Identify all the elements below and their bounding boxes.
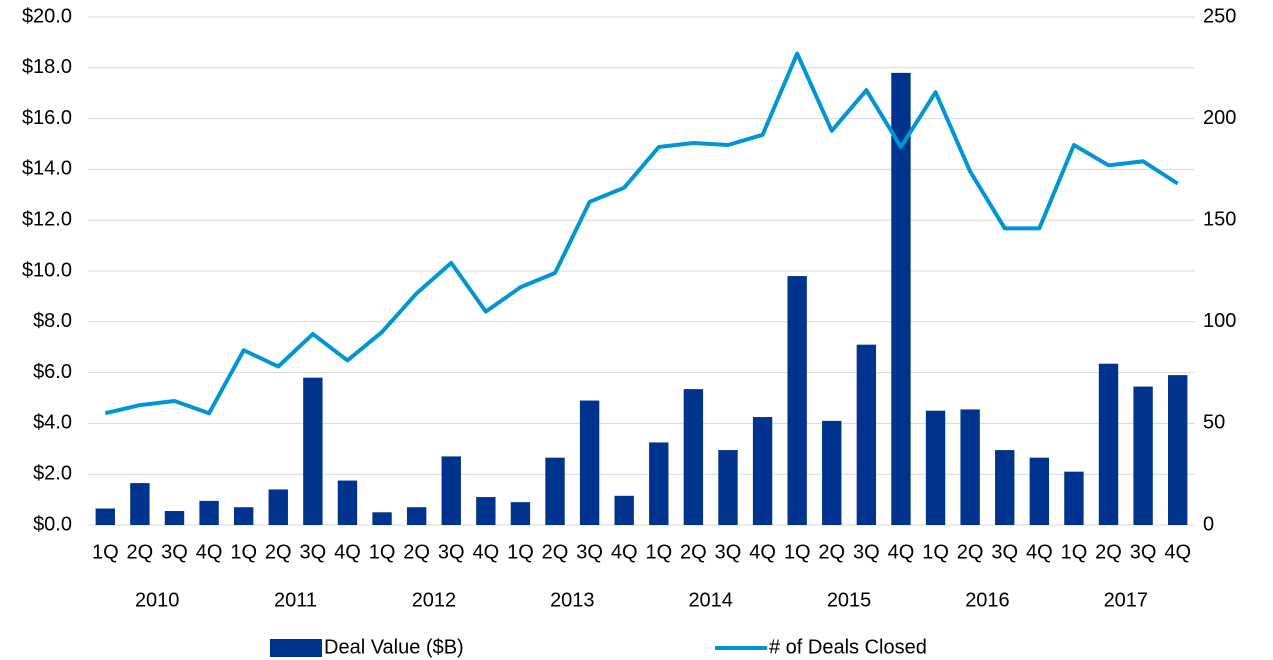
x-tick-label: 1Q xyxy=(369,541,396,563)
year-label: 2017 xyxy=(1104,589,1149,611)
bar xyxy=(406,507,427,525)
bar xyxy=(130,483,150,525)
legend-label: Deal Value ($B) xyxy=(324,636,464,658)
bar xyxy=(995,450,1015,525)
x-tick-label: 3Q xyxy=(576,541,603,563)
y-tick-label: $14.0 xyxy=(22,158,72,180)
x-tick-label: 1Q xyxy=(507,541,534,563)
x-tick-label: 2Q xyxy=(403,541,430,563)
x-tick-label: 1Q xyxy=(645,541,672,563)
x-tick-label: 2Q xyxy=(957,541,984,563)
bar xyxy=(1064,471,1084,525)
y2-tick-label: 150 xyxy=(1203,208,1236,230)
bar xyxy=(233,507,254,525)
x-tick-label: 3Q xyxy=(715,541,742,563)
bar xyxy=(1029,457,1050,525)
bar xyxy=(1133,386,1153,525)
y-tick-label: $16.0 xyxy=(22,107,72,129)
y2-tick-label: 200 xyxy=(1203,107,1236,129)
bar xyxy=(545,457,565,525)
bar xyxy=(510,502,531,525)
year-label: 2011 xyxy=(274,589,317,611)
y-tick-label: $20.0 xyxy=(22,5,72,27)
x-tick-label: 3Q xyxy=(1130,541,1157,563)
bar xyxy=(199,500,219,525)
x-tick-label: 4Q xyxy=(1026,541,1053,563)
bar xyxy=(891,72,911,525)
y-tick-label: $2.0 xyxy=(33,462,72,484)
legend-swatch xyxy=(270,639,322,657)
bar xyxy=(614,495,634,525)
x-tick-label: 3Q xyxy=(161,541,188,563)
x-tick-label: 3Q xyxy=(300,541,327,563)
x-tick-label: 1Q xyxy=(92,541,119,563)
bar xyxy=(683,389,704,525)
bar xyxy=(960,409,980,525)
bar xyxy=(95,508,115,525)
bar xyxy=(337,480,358,525)
x-tick-label: 2Q xyxy=(127,541,154,563)
x-tick-label: 2Q xyxy=(818,541,845,563)
x-tick-label: 4Q xyxy=(611,541,638,563)
x-tick-label: 4Q xyxy=(888,541,915,563)
legend-label: # of Deals Closed xyxy=(769,636,927,658)
x-tick-label: 2Q xyxy=(680,541,707,563)
bar xyxy=(164,511,185,525)
x-tick-label: 1Q xyxy=(230,541,257,563)
bar xyxy=(856,344,877,525)
x-tick-label: 4Q xyxy=(334,541,361,563)
bar xyxy=(441,456,461,525)
x-tick-label: 2Q xyxy=(542,541,569,563)
x-tick-label: 2Q xyxy=(265,541,292,563)
y-tick-label: $6.0 xyxy=(33,361,72,383)
y2-tick-label: 250 xyxy=(1203,5,1236,27)
y-tick-label: $10.0 xyxy=(22,259,72,281)
y-tick-label: $18.0 xyxy=(22,56,72,78)
x-tick-label: 3Q xyxy=(991,541,1018,563)
bar xyxy=(476,497,496,525)
bar xyxy=(718,450,738,525)
year-label: 2015 xyxy=(827,589,872,611)
y2-tick-label: 100 xyxy=(1203,310,1236,332)
bar xyxy=(1168,375,1188,525)
bar xyxy=(372,512,392,525)
x-tick-label: 4Q xyxy=(196,541,223,563)
year-label: 2013 xyxy=(550,589,595,611)
x-tick-label: 1Q xyxy=(1061,541,1088,563)
x-tick-label: 3Q xyxy=(853,541,880,563)
line xyxy=(104,51,1179,416)
y-tick-label: $12.0 xyxy=(22,208,72,230)
x-tick-label: 3Q xyxy=(438,541,465,563)
x-tick-label: 4Q xyxy=(1164,541,1191,563)
x-tick-label: 4Q xyxy=(472,541,499,563)
bar xyxy=(579,400,600,525)
x-tick-label: 2Q xyxy=(1095,541,1122,563)
year-label: 2014 xyxy=(688,589,733,611)
y2-tick-label: 0 xyxy=(1203,513,1214,535)
y2-tick-label: 50 xyxy=(1203,412,1225,434)
year-label: 2012 xyxy=(412,589,457,611)
bar xyxy=(787,276,807,525)
x-tick-label: 1Q xyxy=(922,541,949,563)
x-tick-label: 4Q xyxy=(749,541,776,563)
bar xyxy=(752,417,773,525)
year-label: 2016 xyxy=(965,589,1010,611)
bar xyxy=(303,377,323,525)
bar xyxy=(1098,363,1119,525)
bar xyxy=(649,442,669,525)
y-tick-label: $0.0 xyxy=(33,513,72,535)
bar xyxy=(822,420,842,525)
bar xyxy=(925,410,946,525)
y-tick-label: $4.0 xyxy=(33,412,72,434)
year-label: 2010 xyxy=(135,589,180,611)
x-tick-label: 1Q xyxy=(784,541,811,563)
bar xyxy=(268,489,288,525)
y-tick-label: $8.0 xyxy=(33,310,72,332)
